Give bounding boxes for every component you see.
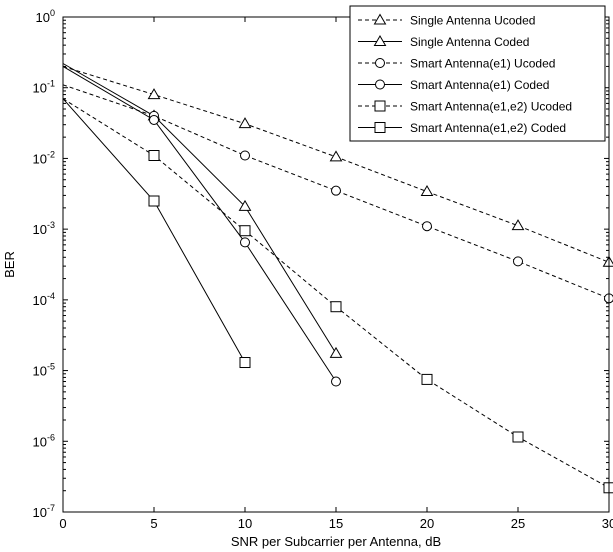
square-marker [374,122,386,133]
legend-item: Single Antenna Coded [358,35,529,49]
y-tick-exponent: -4 [47,291,55,301]
series-4 [62,65,341,387]
series-line [62,65,337,382]
x-tick-label: 20 [420,516,434,531]
y-tick-exponent: 0 [50,8,55,18]
legend-item: Single Antenna Ucoded [358,14,535,28]
square-marker [374,100,386,112]
series-line [62,98,246,363]
square-marker [239,357,251,369]
triangle-marker [373,13,387,25]
y-tick-exponent: -1 [47,79,55,89]
y-tick-exponent: -7 [47,503,55,513]
circle-marker [240,237,250,248]
circle-marker [375,58,385,68]
legend-item: Smart Antenna(e1,e2) Ucoded [358,100,572,114]
y-tick-exponent: -3 [47,220,55,230]
triangle-marker [329,150,343,162]
y-tick-base: 10 [33,81,47,96]
y-tick-label: 10-5 [33,362,55,379]
y-tick-base: 10 [36,10,50,25]
circle-marker [240,150,250,161]
y-tick-label: 10-2 [33,149,55,166]
series-lines [62,63,613,494]
square-marker [239,225,251,237]
series-6 [62,98,251,369]
triangle-marker [373,35,387,46]
y-tick-base: 10 [33,293,47,308]
legend-label: Smart Antenna(e1) Coded [410,78,549,92]
plot-frame [62,16,610,513]
legend-label: Single Antenna Ucoded [410,14,535,28]
triangle-marker [602,255,613,267]
y-tick-label: 100 [36,8,55,25]
y-tick-label: 10-6 [33,432,55,449]
y-tick-exponent: -6 [47,432,55,442]
circle-marker [375,79,385,90]
circle-marker [331,376,341,387]
square-marker [148,195,160,207]
y-tick-label: 10-3 [33,220,55,237]
circle-marker [149,114,159,125]
y-tick-base: 10 [33,222,47,237]
triangle-marker [511,219,525,231]
triangle-marker [420,185,434,197]
series-line [62,63,337,354]
triangle-marker [329,346,343,358]
circle-marker [422,221,432,232]
series-2 [62,63,343,358]
legend-box [349,5,606,142]
x-tick-label: 30 [602,516,613,531]
y-tick-base: 10 [33,505,47,520]
legend-item: Smart Antenna(e1) Ucoded [358,57,555,71]
y-tick-exponent: -2 [47,149,55,159]
x-tick-label: 5 [150,516,157,531]
y-tick-label: 10-4 [33,291,55,308]
legend-item: Smart Antenna(e1,e2) Coded [358,121,566,135]
y-tick-exponent: -5 [47,362,55,372]
y-axis-label: BER [2,251,17,278]
y-tick-label: 10-1 [33,79,55,96]
x-tick-label: 0 [59,516,66,531]
x-tick-label: 15 [329,516,343,531]
legend-label: Smart Antenna(e1) Ucoded [410,57,555,71]
legend: Single Antenna Ucoded Single Antenna Code… [349,5,606,142]
square-marker [148,150,160,162]
y-tick-base: 10 [33,364,47,379]
legend-label: Single Antenna Coded [410,35,529,49]
square-marker [330,301,342,313]
circle-marker [513,256,523,267]
square-marker [512,431,524,443]
triangle-marker [147,88,161,100]
x-tick-label: 25 [511,516,525,531]
triangle-marker [238,117,252,129]
square-marker [421,373,433,385]
y-tick-base: 10 [33,151,47,166]
x-axis-label: SNR per Subcarrier per Antenna, dB [231,534,441,549]
y-tick-label: 10-7 [33,503,55,520]
legend-label: Smart Antenna(e1,e2) Coded [410,121,566,135]
triangle-marker [238,199,252,211]
circle-marker [331,185,341,196]
legend-item: Smart Antenna(e1) Coded [358,78,549,92]
legend-label: Smart Antenna(e1,e2) Ucoded [410,100,572,114]
x-tick-label: 10 [238,516,252,531]
y-tick-base: 10 [33,434,47,449]
